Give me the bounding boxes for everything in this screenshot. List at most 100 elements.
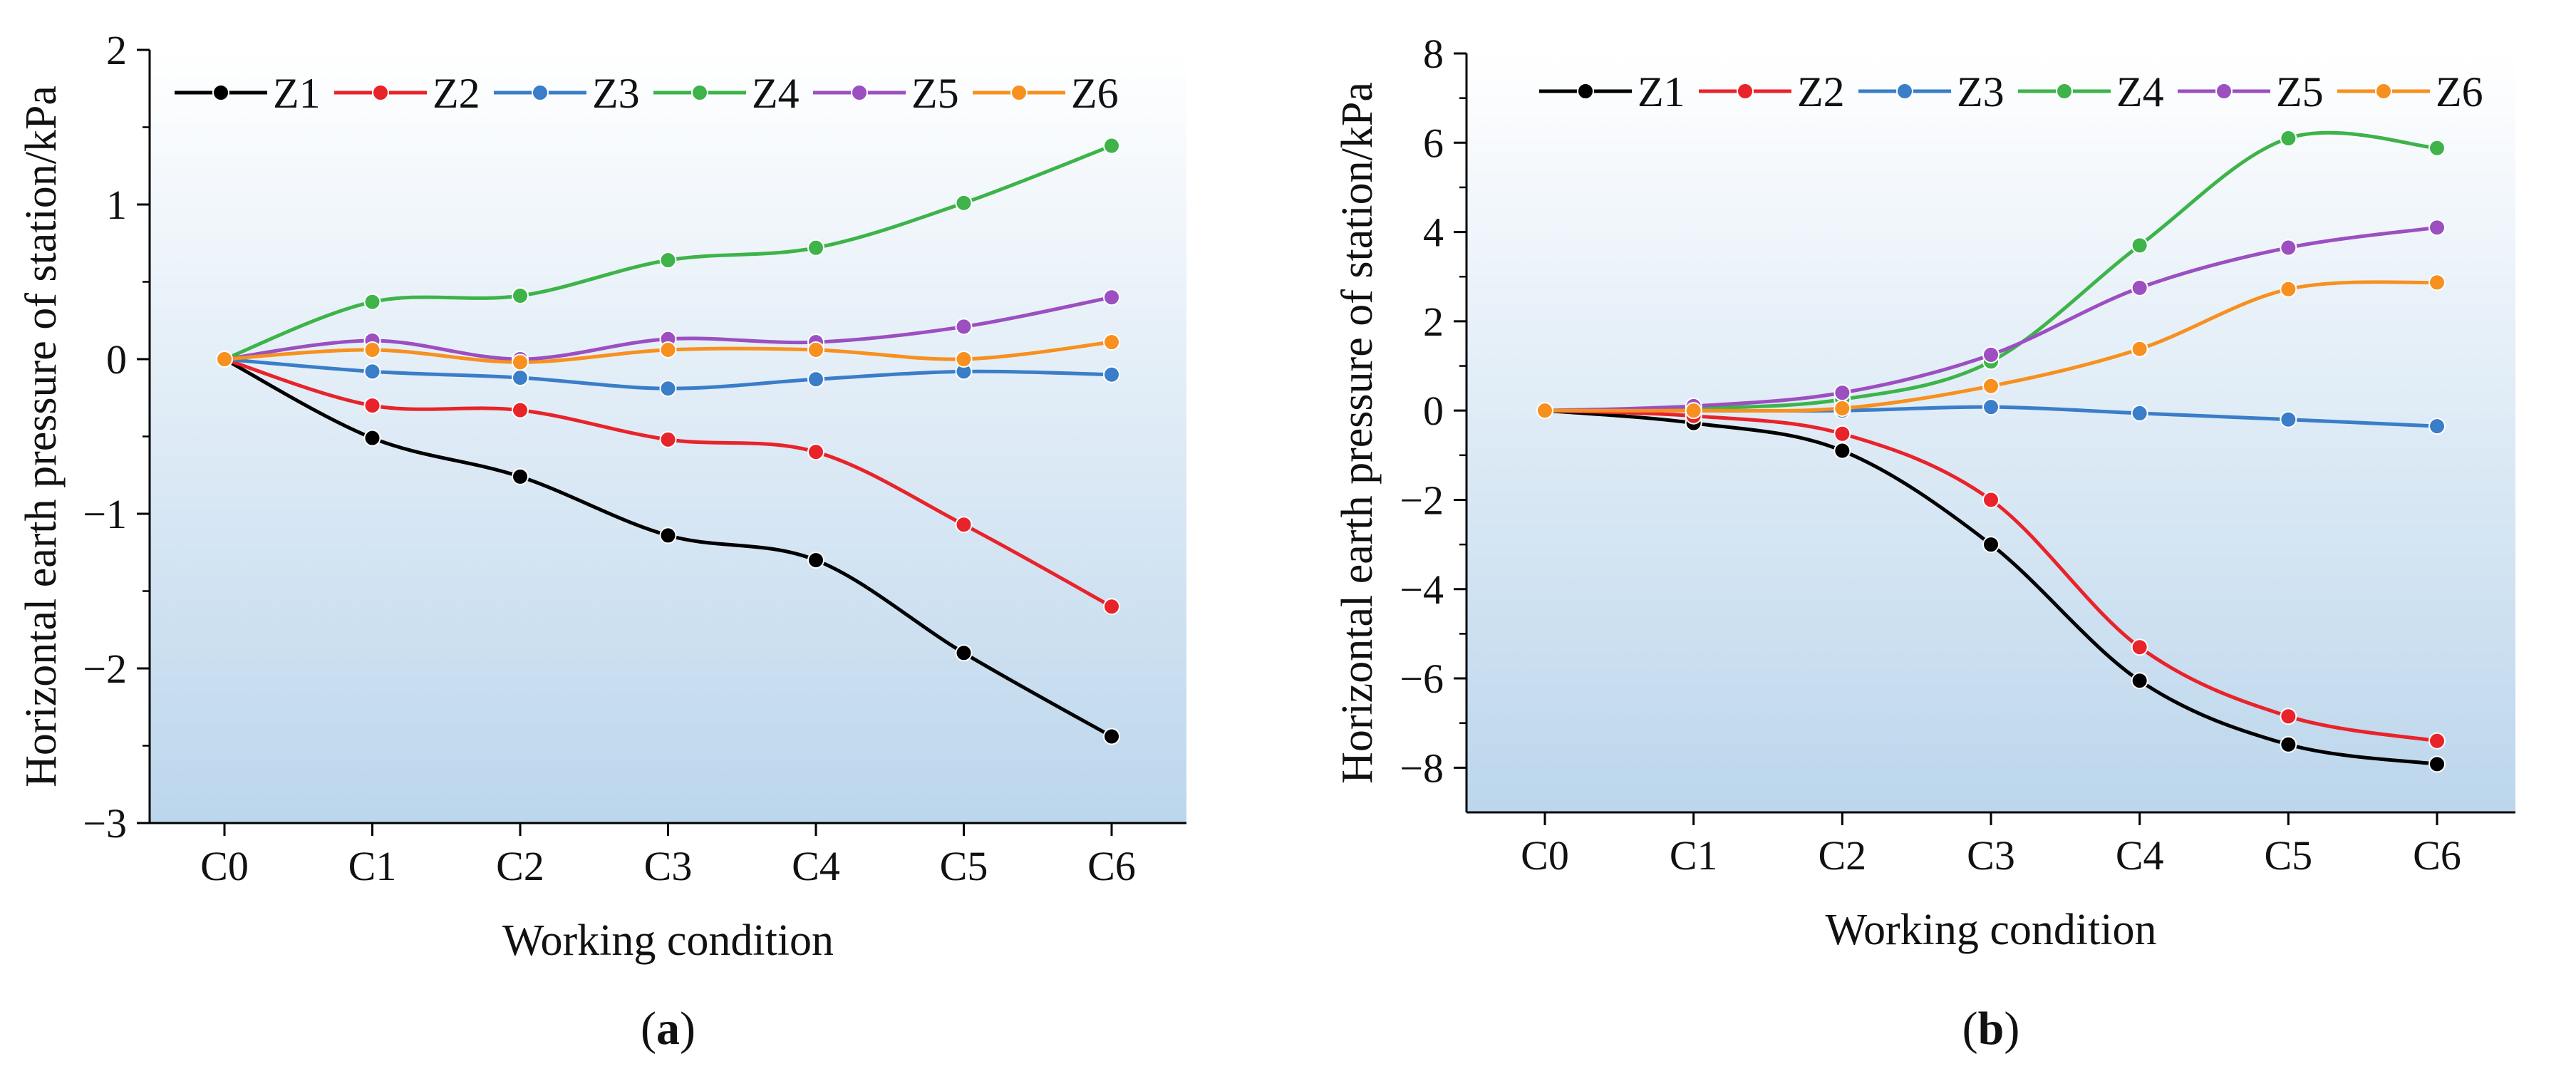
y-tick-label: 2 (1423, 299, 1444, 345)
data-point-z2-c5 (955, 516, 973, 534)
data-point-z2-c2 (512, 401, 529, 419)
x-tick-label-c5: C5 (940, 843, 988, 889)
data-point-z5-c2 (1833, 384, 1851, 402)
y-tick-label: 2 (106, 27, 127, 73)
data-point-z6-c1 (363, 341, 381, 358)
panel-label: (a) (641, 1003, 695, 1055)
series-z4 (216, 137, 1120, 368)
data-point-z2-c1 (363, 397, 381, 415)
legend-marker-z1 (212, 84, 229, 101)
legend-marker-z4 (2056, 83, 2073, 100)
y-axis-title: Horizontal earth pressure of station/kPa (17, 86, 66, 787)
series-z6 (216, 333, 1120, 371)
panel-label: (b) (1962, 1003, 2020, 1055)
data-point-z1-c5 (955, 644, 973, 662)
plot-area (1467, 53, 2515, 812)
data-point-z3-c6 (1103, 366, 1120, 383)
data-point-z6-c0 (216, 351, 233, 368)
y-tick-label: 4 (1423, 210, 1444, 256)
data-point-z6-c6 (2428, 274, 2446, 291)
legend-label-z1: Z1 (273, 70, 321, 117)
data-point-z4-c3 (659, 252, 677, 269)
legend-label-z3: Z3 (592, 70, 640, 117)
x-tick-label-c3: C3 (1967, 832, 2015, 879)
x-tick-label-c4: C4 (2116, 832, 2164, 879)
y-axis-title: Horizontal earth pressure of station/kPa (1333, 82, 1382, 784)
data-point-z4-c6 (2428, 139, 2446, 157)
data-point-z2-c5 (2280, 708, 2297, 725)
x-tick-label-c2: C2 (1818, 832, 1866, 879)
data-point-z3-c6 (2428, 418, 2446, 435)
data-point-z6-c2 (512, 353, 529, 371)
legend-marker-z6 (1010, 84, 1028, 101)
x-axis-title: Working condition (502, 916, 834, 965)
y-tick-label: 6 (1423, 120, 1444, 166)
data-point-z3-c3 (1982, 398, 2000, 416)
x-tick-label-c0: C0 (200, 843, 249, 889)
y-tick-label: 0 (1423, 388, 1444, 434)
legend-marker-z3 (1896, 83, 1913, 100)
legend-label-z1: Z1 (1638, 68, 1685, 115)
data-point-z1-c2 (512, 467, 529, 485)
legend: Z1 Z2 Z3 Z4 Z5 Z6 (175, 70, 1119, 117)
x-tick-label-c2: C2 (496, 843, 544, 889)
chart-panel-b: −8 −6 −4 −2 0 2 4 6 8 C0 C1 C2 C3 C4 C5 C6 Working condi… (1333, 31, 2515, 1055)
legend-label-z2: Z2 (433, 70, 480, 117)
data-point-z5-c5 (2280, 239, 2297, 257)
data-point-z6-c3 (1982, 377, 2000, 395)
data-point-z4-c2 (512, 287, 529, 305)
x-tick-label-c1: C1 (348, 843, 397, 889)
data-point-z3-c3 (659, 380, 677, 398)
data-point-z5-c4 (2131, 279, 2148, 296)
data-point-z1-c2 (1833, 442, 1851, 460)
data-point-z3-c4 (807, 371, 824, 388)
data-point-z4-c5 (955, 194, 973, 212)
data-point-z6-c1 (1685, 402, 1702, 420)
legend-label-z6: Z6 (2436, 68, 2483, 115)
data-point-z2-c2 (1833, 425, 1851, 443)
data-point-z5-c6 (2428, 219, 2446, 237)
y-tick-label: −8 (1400, 745, 1444, 791)
data-point-z1-c1 (363, 429, 381, 447)
legend-marker-z5 (2215, 83, 2233, 100)
data-point-z3-c5 (2280, 410, 2297, 428)
data-point-z4-c4 (807, 239, 824, 257)
x-axis-title: Working condition (1825, 906, 2156, 954)
data-point-z6-c5 (2280, 280, 2297, 298)
y-tick-label: 1 (106, 182, 127, 228)
data-point-z6-c4 (2131, 340, 2148, 358)
data-point-z6-c2 (1833, 400, 1851, 418)
x-tick-label-c5: C5 (2264, 832, 2312, 879)
data-point-z1-c4 (807, 552, 824, 569)
y-tick-label: −3 (83, 800, 127, 847)
legend-marker-z2 (372, 84, 389, 101)
data-point-z1-c3 (1982, 536, 2000, 554)
data-point-z2-c4 (807, 443, 824, 461)
data-point-z3-c4 (2131, 404, 2148, 422)
data-point-z6-c5 (955, 351, 973, 368)
data-point-z6-c0 (1536, 402, 1553, 420)
data-point-z3-c1 (363, 363, 381, 381)
data-point-z5-c5 (955, 318, 973, 336)
x-tick-label-c4: C4 (792, 843, 840, 889)
y-tick-label: −2 (83, 646, 127, 692)
data-point-z1-c6 (1103, 728, 1120, 745)
data-point-z2-c3 (659, 430, 677, 448)
y-tick-label: 8 (1423, 31, 1444, 77)
legend-label-z5: Z5 (911, 70, 959, 117)
chart-panel-a: −3 −2 −1 0 1 2 C0 C1 C2 C3 C4 C5 C6 Working condition… (17, 27, 1186, 1055)
legend-marker-z5 (851, 84, 868, 101)
y-tick-label: −4 (1400, 567, 1444, 613)
data-point-z4-c1 (363, 293, 381, 311)
data-point-z1-c3 (659, 527, 677, 544)
legend-marker-z6 (2375, 83, 2392, 100)
data-point-z5-c3 (1982, 346, 2000, 363)
legend-marker-z2 (1737, 83, 1754, 100)
legend-label-z4: Z4 (2116, 68, 2164, 115)
data-point-z4-c6 (1103, 137, 1120, 155)
data-point-z2-c6 (2428, 732, 2446, 750)
data-point-z4-c4 (2131, 237, 2148, 254)
legend-marker-z4 (691, 84, 708, 101)
data-point-z4-c5 (2280, 130, 2297, 148)
